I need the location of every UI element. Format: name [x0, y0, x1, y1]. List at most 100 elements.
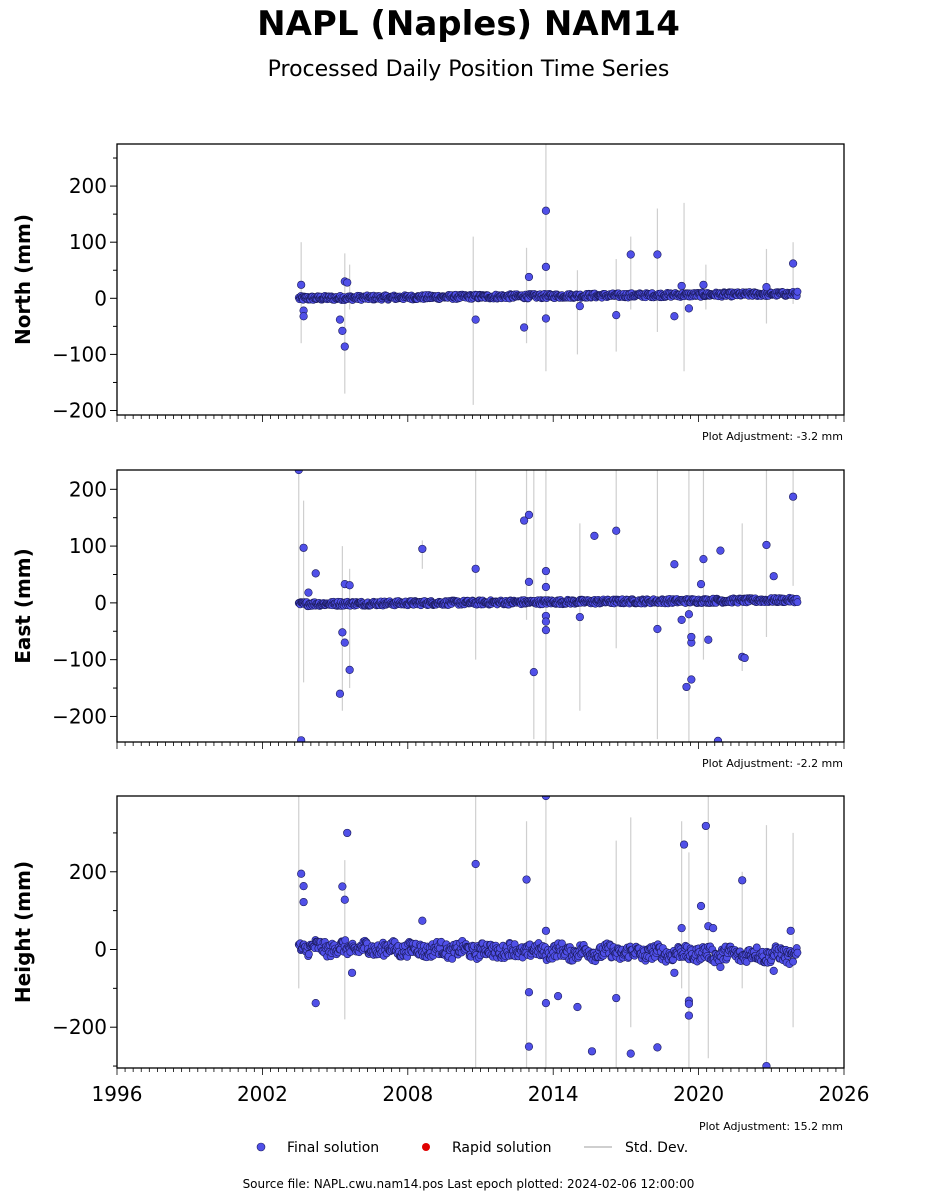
final-solution-outlier — [701, 821, 710, 831]
y-tick-label: −200 — [52, 399, 107, 423]
plot-height — [294, 796, 802, 1068]
final-solution-outlier — [541, 926, 551, 935]
final-solution-point — [793, 598, 802, 607]
final-solution-outlier — [418, 544, 427, 554]
final-solution-outlier — [679, 840, 689, 849]
y-tick-label: 100 — [69, 534, 107, 558]
final-solution-outlier — [670, 968, 679, 977]
final-solution-outlier — [677, 615, 686, 625]
final-solution-outlier — [524, 988, 534, 997]
final-solution-outlier — [345, 581, 354, 590]
final-solution-outlier — [786, 926, 795, 935]
final-solution-outlier — [297, 280, 306, 289]
final-solution-outlier — [345, 665, 354, 674]
final-solution-outlier — [335, 689, 345, 698]
final-solution-outlier — [612, 311, 621, 320]
axes-frame — [116, 795, 845, 1069]
final-solution-outlier — [575, 612, 584, 622]
y-tick-label: 200 — [69, 860, 107, 884]
final-solution-outlier — [311, 569, 320, 578]
axes-frame — [116, 143, 845, 416]
chart-title: NAPL (Naples) NAM14 — [257, 4, 680, 44]
legend-rapid-label: Rapid solution — [452, 1140, 552, 1156]
final-solution-outlier — [524, 510, 534, 519]
final-solution-outlier — [740, 653, 749, 663]
plot-adjustment-label: Plot Adjustment: -2.2 mm — [702, 757, 843, 770]
final-solution-outlier — [347, 968, 357, 977]
y-tick-label: 100 — [69, 230, 107, 254]
final-solution-outlier — [418, 916, 427, 925]
final-solution-outlier — [299, 882, 308, 891]
final-solution-outlier — [713, 736, 723, 742]
final-solution-outlier — [573, 1002, 582, 1012]
x-tick-label: 2014 — [528, 1082, 579, 1106]
y-tick-label: −200 — [52, 1015, 107, 1039]
legend-final-marker — [256, 1142, 266, 1152]
final-solution-outlier — [699, 555, 708, 564]
final-solution-outlier — [541, 566, 551, 576]
final-solution-outlier — [304, 588, 313, 597]
final-solution-outlier — [612, 526, 621, 535]
y-axis-label: East (mm) — [11, 548, 35, 664]
plot-adjustment-label: Plot Adjustment: -3.2 mm — [702, 430, 843, 443]
x-tick-label: 2026 — [819, 1082, 870, 1106]
final-solution-outlier — [541, 999, 551, 1008]
final-solution-outlier — [520, 516, 529, 525]
final-solution-outlier — [653, 624, 662, 634]
legend-final-label: Final solution — [287, 1140, 379, 1156]
final-solution-outlier — [471, 859, 480, 869]
final-solution-outlier — [587, 1047, 597, 1056]
plot-adjustment-label: Plot Adjustment: 15.2 mm — [699, 1120, 843, 1133]
final-solution-outlier — [529, 668, 538, 677]
final-solution-outlier — [553, 992, 563, 1001]
final-solution-outlier — [699, 280, 708, 289]
final-solution-outlier — [311, 999, 320, 1008]
y-tick-label: −100 — [52, 342, 107, 366]
x-tick-label: 2008 — [382, 1082, 433, 1106]
panel-east: −200 −100 0 100 200 East (mm) Plot Adjustment:… — [11, 469, 845, 770]
final-solution-outlier — [684, 1011, 694, 1020]
final-solution-outlier — [738, 876, 747, 885]
y-tick-label: 0 — [94, 286, 107, 310]
plot-north — [294, 144, 802, 405]
y-tick-label: 200 — [69, 477, 107, 501]
final-solution-outlier — [590, 531, 599, 540]
final-solution-outlier — [696, 901, 706, 911]
final-solution-outlier — [684, 610, 694, 619]
final-solution-outlier — [340, 342, 349, 351]
final-solution-outlier — [789, 259, 798, 268]
legend: Final solution Rapid solution Std. Dev. — [256, 1140, 688, 1156]
final-solution-outlier — [684, 999, 694, 1008]
x-tick-label: 1996 — [92, 1082, 143, 1106]
final-solution-outlier — [335, 315, 345, 324]
final-solution-outlier — [670, 560, 679, 569]
final-solution-outlier — [653, 1043, 662, 1052]
final-solution-outlier — [716, 546, 725, 555]
final-solution-outlier — [541, 262, 551, 271]
y-tick-label: −100 — [52, 648, 107, 672]
final-solution-outlier — [338, 326, 347, 335]
final-solution-outlier — [520, 323, 529, 332]
panel-north: −200 −100 0 100 200 North (mm) Plot Adjustment… — [11, 143, 845, 443]
final-solution-point — [752, 943, 761, 952]
source-footer: Source file: NAPL.cwu.nam14.pos Last epo… — [242, 1177, 695, 1191]
final-solution-outlier — [709, 924, 718, 933]
final-solution-outlier — [704, 635, 713, 644]
final-solution-outlier — [696, 580, 706, 589]
final-solution-outlier — [541, 626, 551, 635]
final-solution-outlier — [653, 250, 662, 259]
panel-height: −200 0 200 Height (mm) Plot Adjustment: 15.2… — [11, 795, 870, 1133]
x-tick-label: 2002 — [237, 1082, 288, 1106]
final-solution-outlier — [297, 869, 306, 878]
legend-rapid-marker — [422, 1143, 430, 1151]
y-tick-label: 0 — [94, 937, 107, 961]
x-tick-label: 2020 — [673, 1082, 724, 1106]
final-solution-outlier — [524, 272, 534, 282]
final-solution-outlier — [762, 540, 771, 550]
final-solution-outlier — [471, 315, 480, 324]
final-solution-outlier — [575, 302, 584, 311]
final-solution-outlier — [687, 632, 696, 642]
final-solution-outlier — [769, 572, 778, 581]
final-solution-outlier — [789, 492, 798, 501]
